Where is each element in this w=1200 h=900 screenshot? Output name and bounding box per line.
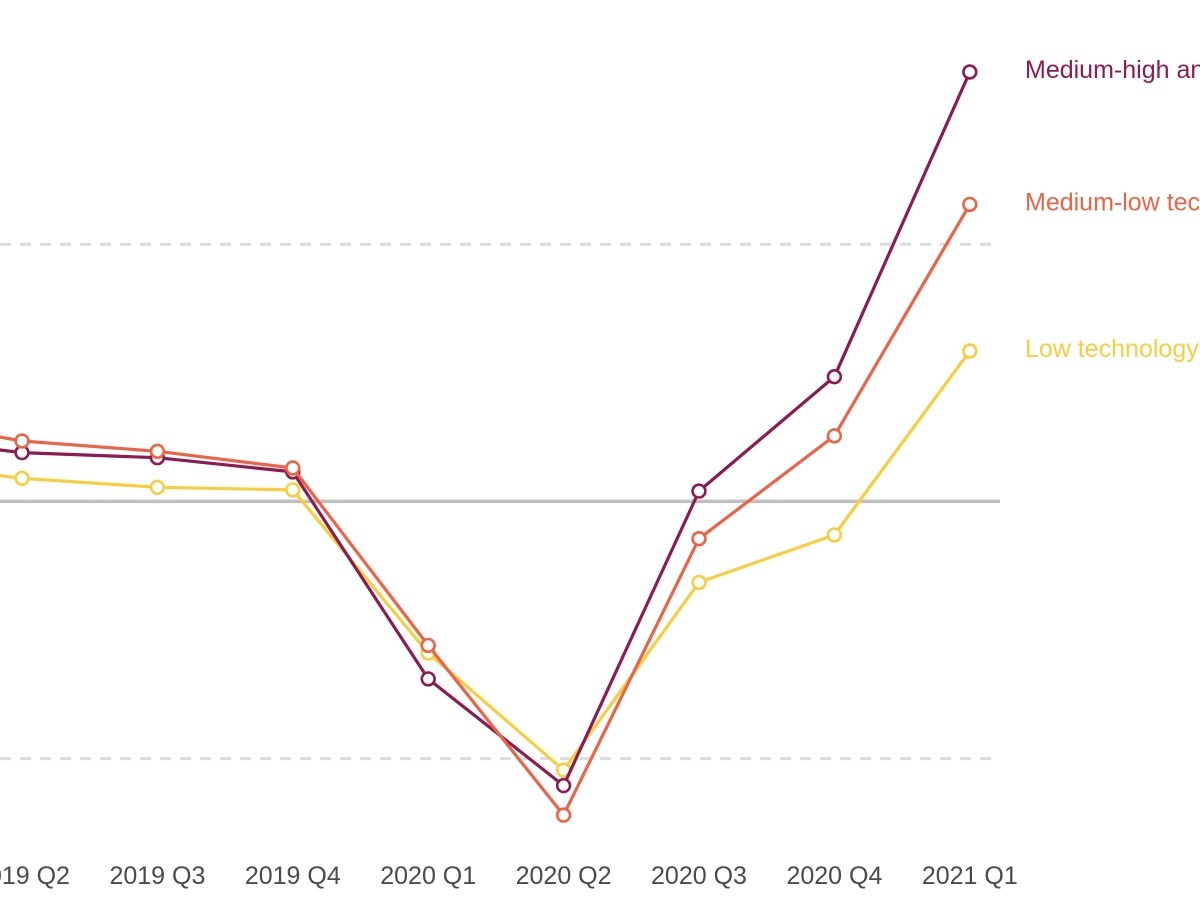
x-axis-label: 2019 Q3 (109, 862, 205, 890)
x-axis-label: 2020 Q2 (516, 862, 612, 890)
data-point-marker-medium-low-tech (691, 530, 707, 547)
data-point-marker-medium-low-tech (14, 433, 30, 449)
data-point-marker-medium-low-tech (826, 428, 843, 444)
data-point-marker-low-tech (826, 527, 843, 543)
data-point-marker-medium-high-tech (826, 369, 843, 385)
data-point-marker-low-tech (962, 343, 978, 359)
data-point-marker-medium-low-tech (285, 460, 301, 476)
series-line-low-tech (0, 349, 972, 772)
data-point-marker-low-tech (149, 479, 166, 495)
data-point-marker-medium-high-tech (420, 671, 436, 687)
data-point-marker-medium-high-tech (555, 777, 572, 794)
data-point-marker-medium-low-tech (962, 196, 978, 213)
data-point-marker-low-tech (285, 482, 301, 498)
x-axis-label: 2020 Q1 (380, 862, 476, 890)
data-point-marker-medium-low-tech (149, 443, 166, 459)
x-axis-label: 2021 Q1 (922, 862, 1018, 890)
x-axis-label: 2019 Q4 (245, 862, 341, 890)
legend-label-medium-low-tech: Medium-low tec (1025, 188, 1200, 216)
legend-label-low-tech: Low technology (1025, 335, 1199, 363)
data-point-marker-medium-low-tech (555, 807, 572, 823)
x-axis-label: 2020 Q4 (786, 862, 882, 890)
data-point-marker-medium-high-tech (691, 483, 707, 499)
x-axis-label: 2019 Q2 (0, 862, 70, 890)
data-point-marker-medium-low-tech (420, 637, 436, 654)
legend-label-medium-high-tech: Medium-high an (1025, 56, 1200, 84)
data-point-marker-medium-high-tech (962, 64, 978, 80)
data-point-marker-low-tech (14, 470, 30, 486)
data-point-marker-low-tech (691, 574, 707, 591)
series-line-medium-high-tech (0, 70, 972, 788)
x-axis-label: 2020 Q3 (651, 862, 747, 890)
